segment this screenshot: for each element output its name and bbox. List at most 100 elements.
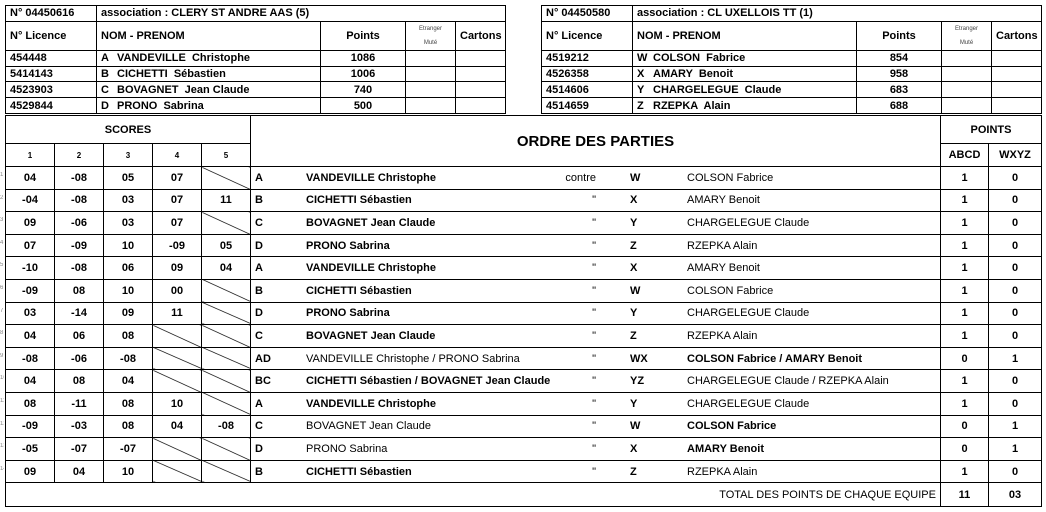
points-abcd: 1: [940, 211, 989, 235]
set-score: 09: [5, 459, 55, 484]
game-order: D PRONO Sabrina " Z RZEPKA Alain: [250, 233, 941, 258]
points-header: POINTS: [939, 115, 1043, 144]
away-letter: W: [630, 420, 641, 433]
player-letter: X: [637, 67, 645, 80]
game-row: 04 -08 05 07 A VANDEVILLE Christophe contre W CO…: [5, 166, 1043, 190]
player-fullname: PRONO Sabrina: [117, 99, 204, 112]
points-wxyz: 0: [987, 166, 1043, 190]
etranger-mute-header: Etranger Muté: [941, 20, 992, 51]
set-score-empty: [201, 278, 251, 303]
game-order: D PRONO Sabrina " Y CHARGELEGUE Claude: [250, 301, 941, 326]
set-header-5: 5: [201, 143, 251, 167]
game-number: 14: [0, 465, 4, 472]
player-row: 4514659 Z RZEPKA Alain 688: [541, 97, 1043, 114]
player-points: 500: [320, 97, 406, 114]
away-letter: Z: [630, 329, 637, 342]
name-header: NOM - PRENOM: [96, 20, 321, 51]
points-wxyz: 0: [987, 391, 1043, 416]
set-score: 06: [103, 256, 153, 280]
set-score: -10: [5, 256, 55, 280]
total-abcd: 11: [940, 482, 989, 508]
game-order: BC CICHETTI Sébastien / BOVAGNET Jean Cla…: [250, 369, 941, 393]
home-letter: B: [255, 284, 263, 297]
player-name: A VANDEVILLE Christophe: [96, 49, 321, 67]
set-score: 08: [103, 414, 153, 439]
player-letter: C: [101, 83, 109, 96]
player-fullname: BOVAGNET Jean Claude: [117, 83, 250, 96]
set-score: -08: [201, 414, 251, 439]
player-licence: 4523903: [5, 81, 97, 99]
away-letter: W: [630, 171, 641, 184]
home-letter: BC: [255, 375, 271, 388]
home-letter: A: [255, 171, 263, 184]
contre-label: ": [592, 262, 596, 275]
player-letter: Z: [637, 99, 644, 112]
points-wxyz: 1: [987, 437, 1043, 461]
game-order: A VANDEVILLE Christophe contre W COLSON Fabr…: [250, 166, 941, 190]
home-letter: C: [255, 329, 263, 342]
etranger-label: Etranger: [954, 25, 978, 32]
name-header: NOM - PRENOM: [632, 20, 857, 51]
game-number: 4: [0, 239, 4, 246]
set-score: -14: [54, 301, 104, 326]
game-order: B CICHETTI Sébastien " Z RZEPKA Alain: [250, 459, 941, 484]
set-score: 09: [5, 211, 55, 235]
contre-label: ": [592, 329, 596, 342]
game-number: 3: [0, 217, 4, 224]
contre-label: ": [592, 352, 596, 365]
etranger-label: Etranger: [418, 25, 442, 32]
away-player: AMARY Benoit: [687, 194, 760, 207]
set-score: 11: [201, 188, 251, 213]
away-letter: Y: [630, 216, 638, 229]
away-letter: Z: [630, 239, 637, 252]
home-letter: D: [255, 307, 263, 320]
set-score: -03: [54, 414, 104, 439]
total-label: TOTAL DES POINTS DE CHAQUE EQUIPE: [5, 482, 941, 508]
player-licence: 4514606: [541, 81, 633, 99]
game-order: AD VANDEVILLE Christophe / PRONO Sabrina "…: [250, 346, 941, 371]
home-player: VANDEVILLE Christophe: [306, 397, 436, 410]
away-player: RZEPKA Alain: [687, 465, 758, 478]
set-score: -06: [54, 346, 104, 371]
ordre-header: ORDRE DES PARTIES: [250, 115, 941, 167]
set-score: 07: [152, 166, 202, 190]
player-cartons: [454, 49, 507, 67]
points-abcd: 0: [940, 437, 989, 461]
player-points: 1006: [320, 65, 406, 83]
player-fullname: AMARY Benoit: [653, 67, 734, 80]
game-number: 9: [0, 352, 4, 359]
away-player: CHARGELEGUE Claude: [687, 307, 810, 320]
set-score: -09: [5, 278, 55, 303]
contre-label: ": [592, 420, 596, 433]
player-cartons: [990, 81, 1043, 99]
set-header-4: 4: [152, 143, 202, 167]
set-score: 04: [5, 324, 55, 348]
set-score: 04: [54, 459, 104, 484]
set-score: -08: [103, 346, 153, 371]
player-name: Z RZEPKA Alain: [632, 97, 857, 114]
set-header-1: 1: [5, 143, 55, 167]
game-number: 8: [0, 330, 4, 337]
cartons-header: Cartons: [990, 20, 1043, 51]
home-player: PRONO Sabrina: [306, 307, 390, 320]
contre-label: ": [592, 465, 596, 478]
points-abcd: 1: [940, 459, 989, 484]
contre-label: contre: [565, 171, 596, 184]
points-abcd: 1: [940, 391, 989, 416]
player-name: W COLSON Fabrice: [632, 49, 857, 67]
points-abcd: 1: [940, 233, 989, 258]
away-letter: Y: [630, 307, 638, 320]
game-order: C BOVAGNET Jean Claude " Y CHARGELEGUE Claud…: [250, 211, 941, 235]
set-score: 09: [152, 256, 202, 280]
away-player: CHARGELEGUE Claude / RZEPKA Alain: [687, 375, 889, 388]
player-licence: 454448: [5, 49, 97, 67]
points-wxyz: 1: [987, 346, 1043, 371]
cartons-header: Cartons: [454, 20, 507, 51]
game-row: 03 -14 09 11 D PRONO Sabrina " Y CHARGELEGUE Cla…: [5, 301, 1043, 326]
mute-label: Muté: [423, 39, 438, 46]
set-score: -07: [103, 437, 153, 461]
away-player: CHARGELEGUE Claude: [687, 397, 810, 410]
away-letter: X: [630, 262, 638, 275]
player-points: 854: [856, 49, 942, 67]
game-row: -05 -07 -07 D PRONO Sabrina " X AMARY Benoit 0 1: [5, 437, 1043, 461]
